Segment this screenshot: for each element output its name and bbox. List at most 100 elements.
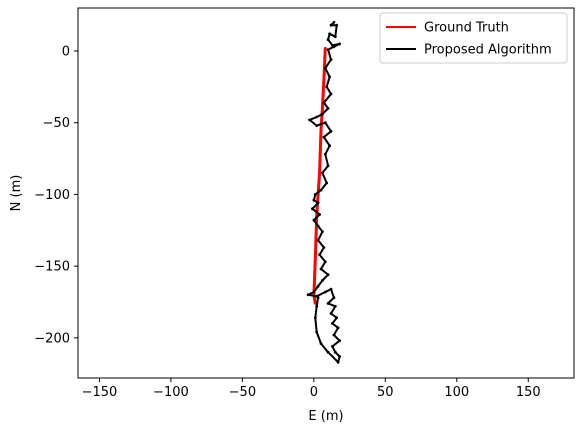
data-point-proposed-algorithm — [333, 350, 337, 354]
data-point-proposed-algorithm — [323, 121, 327, 125]
data-point-proposed-algorithm — [322, 135, 326, 139]
data-point-proposed-algorithm — [323, 66, 327, 70]
data-point-proposed-algorithm — [316, 284, 320, 288]
tick-layer: −150 −100 −50 0 50 100 150 0 −50 −100 −150 −200 — [34, 45, 540, 400]
data-point-proposed-algorithm — [315, 304, 319, 308]
data-point-proposed-algorithm — [311, 207, 314, 211]
data-point-proposed-algorithm — [323, 290, 327, 294]
data-point-proposed-algorithm — [321, 171, 324, 175]
data-point-proposed-algorithm — [331, 345, 334, 348]
data-point-proposed-algorithm — [315, 330, 319, 334]
data-point-proposed-algorithm — [329, 58, 333, 61]
data-point-proposed-algorithm — [315, 115, 319, 119]
data-point-proposed-algorithm — [333, 35, 337, 39]
data-point-proposed-algorithm — [332, 296, 336, 300]
data-point-proposed-algorithm — [319, 188, 323, 192]
data-point-proposed-algorithm — [316, 238, 320, 242]
data-point-ground-truth — [322, 78, 326, 81]
x-tick-label: −50 — [229, 385, 256, 400]
data-point-ground-truth — [319, 128, 323, 132]
data-point-proposed-algorithm — [321, 230, 324, 234]
series-line-proposed-algorithm — [307, 21, 341, 364]
series-layer — [306, 20, 341, 364]
data-point-ground-truth — [314, 257, 317, 261]
x-tick-label: −150 — [82, 385, 118, 400]
y-axis-label: N (m) — [9, 175, 24, 212]
data-point-proposed-algorithm — [316, 201, 320, 205]
x-tick-label: 0 — [310, 385, 318, 400]
data-point-proposed-algorithm — [329, 287, 333, 291]
x-axis-label: E (m) — [308, 409, 343, 424]
data-point-proposed-algorithm — [315, 124, 319, 127]
data-point-proposed-algorithm — [322, 101, 326, 105]
data-point-proposed-algorithm — [306, 293, 310, 297]
data-point-ground-truth — [321, 107, 324, 110]
data-point-proposed-algorithm — [318, 213, 321, 216]
y-tick-label: −200 — [34, 331, 70, 346]
data-point-ground-truth — [314, 236, 318, 239]
x-tick-label: −100 — [153, 385, 189, 400]
data-point-proposed-algorithm — [321, 279, 324, 282]
data-point-proposed-algorithm — [319, 342, 323, 345]
data-point-proposed-algorithm — [326, 302, 330, 305]
data-point-proposed-algorithm — [332, 333, 336, 337]
data-point-proposed-algorithm — [328, 32, 331, 36]
data-point-proposed-algorithm — [333, 304, 337, 308]
data-point-proposed-algorithm — [316, 296, 320, 300]
data-point-proposed-algorithm — [322, 246, 326, 249]
data-point-proposed-algorithm — [332, 45, 336, 49]
data-point-proposed-algorithm — [326, 107, 330, 110]
data-point-ground-truth — [318, 171, 321, 175]
data-point-ground-truth — [324, 46, 327, 50]
data-point-proposed-algorithm — [326, 350, 330, 354]
data-point-proposed-algorithm — [313, 193, 317, 196]
data-point-proposed-algorithm — [312, 218, 316, 222]
data-point-proposed-algorithm — [336, 326, 340, 330]
data-point-proposed-algorithm — [328, 75, 331, 79]
data-point-proposed-algorithm — [336, 360, 340, 364]
data-point-proposed-algorithm — [329, 92, 333, 96]
legend-label-ground-truth: Ground Truth — [424, 21, 509, 36]
legend-label-proposed-algorithm: Proposed Algorithm — [424, 43, 552, 58]
data-point-proposed-algorithm — [326, 38, 330, 41]
data-point-proposed-algorithm — [338, 355, 341, 358]
data-point-proposed-algorithm — [335, 316, 339, 320]
data-point-proposed-algorithm — [335, 23, 339, 27]
y-tick-label: −100 — [34, 188, 70, 203]
y-tick-label: −50 — [43, 116, 70, 131]
data-point-proposed-algorithm — [326, 48, 330, 51]
x-tick-label: 100 — [444, 385, 469, 400]
data-point-proposed-algorithm — [338, 42, 341, 46]
data-point-proposed-algorithm — [332, 20, 336, 24]
data-point-proposed-algorithm — [323, 260, 327, 264]
data-point-proposed-algorithm — [308, 118, 311, 122]
data-point-proposed-algorithm — [316, 224, 320, 228]
x-tick-label: 150 — [516, 385, 541, 400]
legend-box — [379, 12, 568, 64]
y-tick-label: 0 — [62, 45, 70, 60]
data-point-proposed-algorithm — [325, 181, 329, 185]
y-tick-label: −150 — [34, 260, 70, 275]
legend: Ground Truth Proposed Algorithm — [379, 12, 568, 64]
data-point-proposed-algorithm — [338, 339, 341, 343]
data-point-ground-truth — [313, 276, 316, 279]
data-point-ground-truth — [319, 150, 322, 153]
data-point-proposed-algorithm — [328, 144, 331, 148]
plot-frame — [77, 7, 575, 379]
data-point-ground-truth — [314, 302, 317, 305]
data-point-proposed-algorithm — [329, 23, 333, 27]
data-point-proposed-algorithm — [319, 267, 323, 271]
data-point-proposed-algorithm — [329, 312, 333, 315]
data-point-proposed-algorithm — [312, 198, 316, 202]
x-tick-label: 50 — [377, 385, 394, 400]
data-point-proposed-algorithm — [329, 129, 333, 133]
data-point-proposed-algorithm — [325, 85, 329, 89]
data-point-proposed-algorithm — [321, 112, 324, 116]
data-point-proposed-algorithm — [318, 253, 321, 257]
data-point-proposed-algorithm — [326, 164, 330, 168]
data-point-proposed-algorithm — [326, 273, 330, 277]
data-point-proposed-algorithm — [312, 290, 316, 294]
data-point-proposed-algorithm — [313, 316, 317, 320]
data-point-proposed-algorithm — [323, 152, 327, 156]
